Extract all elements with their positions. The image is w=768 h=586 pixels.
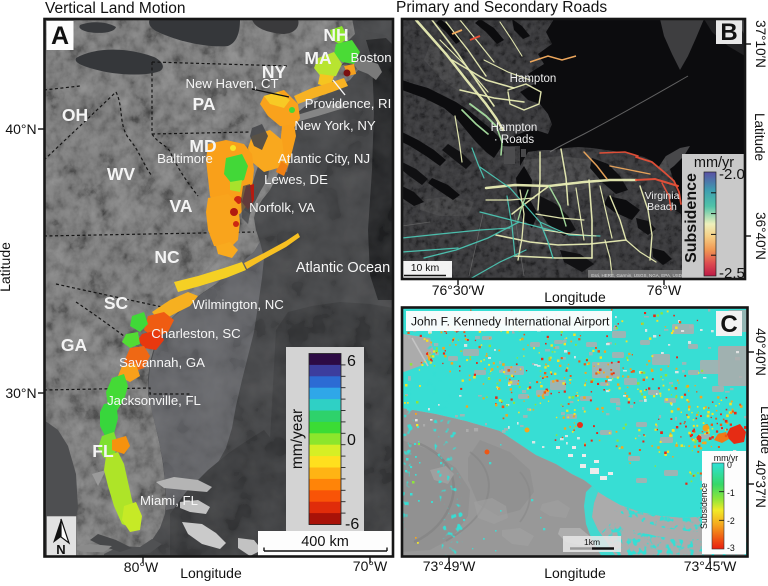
svg-text:WV: WV: [107, 164, 136, 184]
svg-text:30°N: 30°N: [5, 385, 36, 401]
svg-text:0: 0: [347, 432, 356, 449]
svg-text:73°45′W: 73°45′W: [684, 558, 737, 574]
svg-text:40°37′N: 40°37′N: [753, 460, 768, 508]
svg-text:-6: -6: [345, 516, 359, 533]
svg-text:Providence, RI: Providence, RI: [305, 96, 392, 111]
svg-text:New Haven, CT: New Haven, CT: [185, 76, 278, 91]
svg-text:-2.5: -2.5: [719, 265, 745, 282]
svg-text:Hampton: Hampton: [491, 122, 538, 134]
svg-text:VA: VA: [169, 196, 192, 216]
svg-text:Boston: Boston: [350, 50, 391, 65]
svg-text:Baltimore: Baltimore: [157, 151, 213, 166]
svg-text:C: C: [720, 311, 737, 338]
svg-text:OH: OH: [62, 105, 88, 125]
svg-text:Miami, FL: Miami, FL: [140, 493, 198, 508]
svg-text:New York, NY: New York, NY: [294, 118, 376, 133]
svg-text:Primary and Secondary Roads: Primary and Secondary Roads: [396, 0, 607, 16]
svg-text:Hampton: Hampton: [510, 73, 557, 85]
svg-text:Savannah, GA: Savannah, GA: [119, 355, 205, 370]
svg-text:GA: GA: [61, 335, 88, 355]
svg-text:A: A: [51, 22, 69, 50]
svg-text:Lewes, DE: Lewes, DE: [264, 172, 328, 187]
svg-text:Virginia: Virginia: [645, 190, 680, 202]
svg-text:Latitude: Latitude: [0, 242, 13, 292]
svg-text:0: 0: [727, 460, 732, 470]
svg-text:10 km: 10 km: [411, 262, 440, 274]
svg-text:B: B: [720, 19, 737, 46]
svg-text:Latitude: Latitude: [758, 406, 768, 454]
svg-text:Longitude: Longitude: [544, 289, 606, 305]
svg-text:John F. Kennedy International: John F. Kennedy International Airport: [411, 315, 610, 329]
svg-text:Vertical Land Motion: Vertical Land Motion: [45, 0, 185, 17]
svg-text:NC: NC: [154, 247, 180, 267]
svg-text:N: N: [56, 542, 65, 557]
svg-text:mm/yr: mm/yr: [714, 453, 738, 463]
svg-text:Wilmington, NC: Wilmington, NC: [192, 297, 284, 312]
svg-text:Longitude: Longitude: [180, 565, 242, 581]
svg-text:400 km: 400 km: [301, 534, 349, 550]
svg-text:Atlantic City, NJ: Atlantic City, NJ: [278, 151, 370, 166]
svg-text:76°30′W: 76°30′W: [432, 282, 485, 298]
svg-text:Longitude: Longitude: [544, 565, 606, 581]
svg-text:76°W: 76°W: [647, 282, 682, 298]
svg-text:40°N: 40°N: [5, 121, 36, 137]
svg-text:Charleston, SC: Charleston, SC: [151, 326, 241, 341]
svg-text:Esri, HERE, Garmin, USGS, NGA,: Esri, HERE, Garmin, USGS, NGA, EPA, USDA…: [591, 273, 696, 278]
svg-text:PA: PA: [192, 94, 215, 114]
svg-text:Subsidence: Subsidence: [699, 483, 709, 529]
svg-text:NH: NH: [323, 25, 348, 45]
svg-text:· Roads: · Roads: [494, 134, 535, 146]
svg-text:Latitude: Latitude: [752, 113, 767, 161]
svg-text:6: 6: [347, 353, 356, 370]
svg-text:-3: -3: [727, 543, 735, 553]
svg-text:Subsidence: Subsidence: [683, 173, 700, 263]
svg-text:80°W: 80°W: [124, 559, 159, 575]
svg-text:NY: NY: [262, 62, 287, 82]
svg-text:Atlantic Ocean: Atlantic Ocean: [296, 260, 390, 276]
svg-text:Norfolk, VA: Norfolk, VA: [249, 200, 315, 215]
svg-text:Jacksonville, FL: Jacksonville, FL: [107, 393, 201, 408]
svg-text:-2.0: -2.0: [719, 166, 745, 183]
svg-text:FL: FL: [92, 441, 114, 461]
svg-text:mm/year: mm/year: [289, 409, 306, 469]
svg-text:MA: MA: [304, 48, 332, 68]
svg-text:36°40′N: 36°40′N: [753, 212, 768, 260]
svg-text:37°10′N: 37°10′N: [753, 20, 768, 68]
svg-text:mm/yr: mm/yr: [694, 155, 734, 171]
svg-text:40°40′N: 40°40′N: [753, 328, 768, 376]
svg-text:73°49′W: 73°49′W: [423, 558, 476, 574]
svg-text:SC: SC: [104, 293, 129, 313]
svg-text:Beach: Beach: [647, 201, 677, 213]
svg-text:70°W: 70°W: [353, 558, 388, 574]
svg-text:1km: 1km: [584, 537, 600, 547]
svg-text:MD: MD: [189, 136, 216, 156]
svg-text:-2: -2: [727, 516, 735, 526]
svg-text:-1: -1: [727, 488, 735, 498]
